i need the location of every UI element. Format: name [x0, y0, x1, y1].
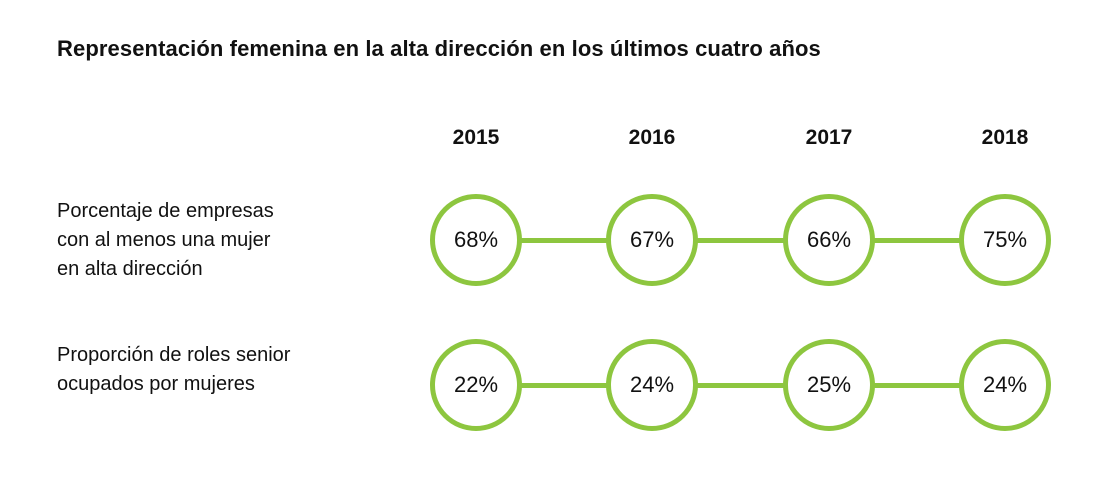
value-circle: 68%: [430, 194, 522, 286]
value-circle: 66%: [783, 194, 875, 286]
value-label: 25%: [806, 372, 852, 397]
row-label-line: Porcentaje de empresas: [57, 200, 274, 222]
year-header-2016: 2016: [628, 126, 676, 149]
year-header-2018: 2018: [981, 126, 1029, 149]
value-circle: 25%: [783, 339, 875, 431]
year-header-2015: 2015: [452, 126, 500, 149]
connector-line: [476, 238, 1005, 243]
value-label: 75%: [982, 227, 1028, 252]
connector-line: [476, 383, 1005, 388]
row-label-line: ocupados por mujeres: [57, 373, 255, 395]
value-label: 24%: [629, 372, 675, 397]
value-circle: 22%: [430, 339, 522, 431]
value-label: 22%: [453, 372, 499, 397]
value-label: 68%: [453, 227, 499, 252]
row-label-line: Proporción de roles senior: [57, 344, 291, 366]
row-label-line: con al menos una mujer: [57, 229, 271, 251]
row-label-companies: Porcentaje de empresas con al menos una …: [57, 197, 387, 284]
value-circle: 67%: [606, 194, 698, 286]
value-circle: 24%: [959, 339, 1051, 431]
value-label: 67%: [629, 227, 675, 252]
value-label: 24%: [982, 372, 1028, 397]
chart-title: Representación femenina en la alta direc…: [57, 36, 821, 61]
value-circle: 75%: [959, 194, 1051, 286]
row-label-senior-roles: Proporción de roles senior ocupados por …: [57, 341, 387, 399]
value-label: 66%: [806, 227, 852, 252]
value-circle: 24%: [606, 339, 698, 431]
row-label-line: en alta dirección: [57, 258, 203, 280]
year-header-2017: 2017: [805, 126, 853, 149]
